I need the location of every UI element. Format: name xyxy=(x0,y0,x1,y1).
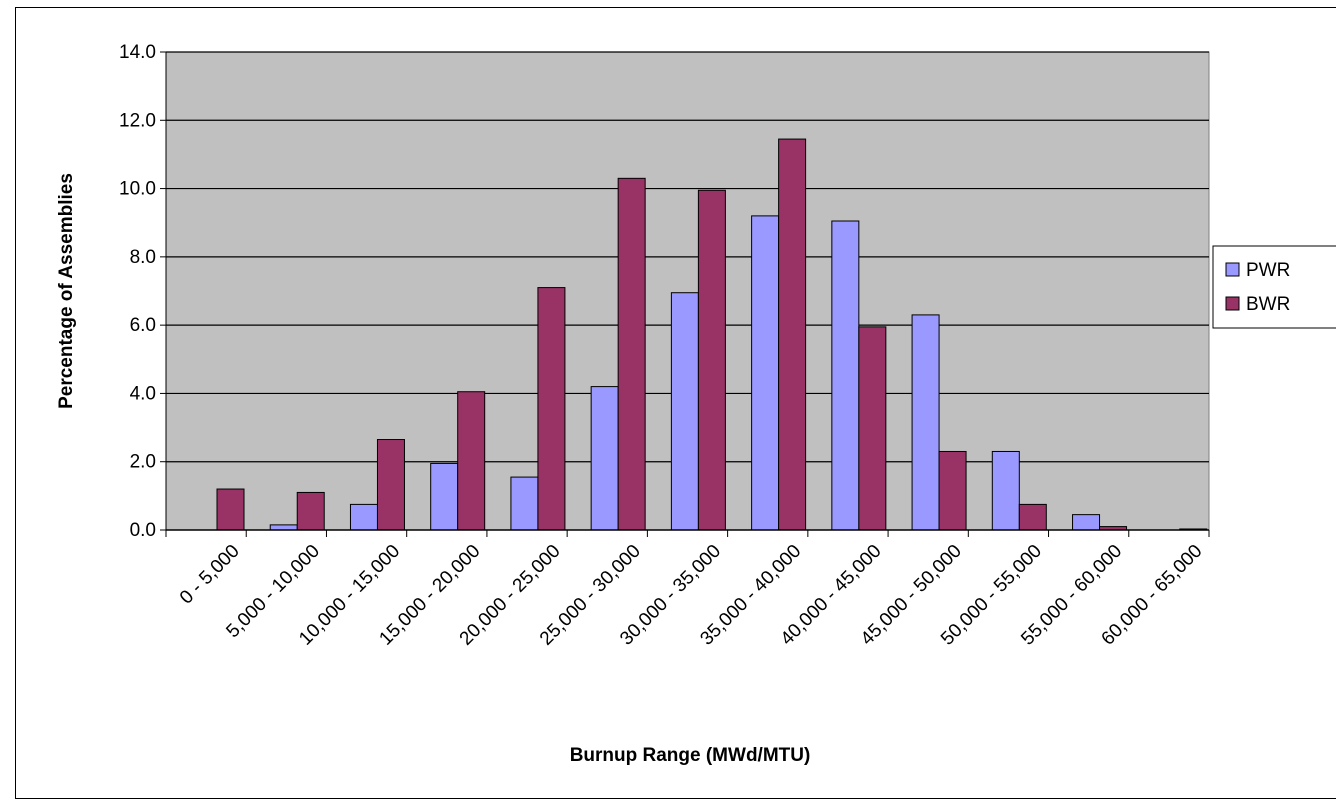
bar-pwr-8 xyxy=(831,220,860,531)
bar-bwr-3 xyxy=(457,391,486,531)
legend-box xyxy=(1212,245,1336,329)
bars xyxy=(216,138,1208,531)
x-axis-label: Burnup Range (MWd/MTU) xyxy=(570,745,811,766)
bar-bwr-9 xyxy=(938,450,967,531)
bar-pwr-10 xyxy=(991,450,1020,531)
legend-label-pwr: PWR xyxy=(1246,260,1290,281)
bar-pwr-1 xyxy=(269,524,298,531)
y-tick-label: 6.0 xyxy=(130,315,156,336)
bar-bwr-6 xyxy=(697,189,726,531)
y-tick-label: 4.0 xyxy=(130,383,156,404)
y-tick-label: 12.0 xyxy=(119,110,156,131)
bar-bwr-10 xyxy=(1018,503,1047,531)
bar-chart: 0.0 2.0 4.0 6.0 8.0 10.0 12.0 14.0 0 - 5,0005,0… xyxy=(56,42,1336,766)
legend-label-bwr: BWR xyxy=(1246,294,1290,315)
y-tick-label: 10.0 xyxy=(119,179,156,200)
bar-pwr-11 xyxy=(1072,514,1101,531)
legend-swatch-bwr xyxy=(1225,296,1240,311)
legend: PWR BWR xyxy=(1212,245,1336,329)
bar-bwr-8 xyxy=(858,326,887,531)
y-tick-label: 8.0 xyxy=(130,247,156,268)
chart-frame: 0.0 2.0 4.0 6.0 8.0 10.0 12.0 14.0 0 - 5,000 5,0… xyxy=(15,7,1336,799)
grid-lines xyxy=(166,51,1209,463)
bar-bwr-2 xyxy=(376,439,405,531)
bar-pwr-2 xyxy=(349,503,378,531)
bar-bwr-4 xyxy=(537,287,566,531)
x-tick-label: 0 - 5,000 xyxy=(176,541,244,609)
legend-swatch-pwr xyxy=(1225,262,1240,277)
bar-pwr-9 xyxy=(911,314,940,531)
y-tick-labels: 0.0 2.0 4.0 6.0 8.0 10.0 12.0 14.0 xyxy=(119,42,156,541)
y-axis-label: Percentage of Assemblies xyxy=(56,173,77,409)
y-tick-label: 14.0 xyxy=(119,42,156,63)
bar-pwr-3 xyxy=(430,462,459,531)
bar-bwr-5 xyxy=(617,177,646,531)
y-tick-label: 2.0 xyxy=(130,452,156,473)
bar-pwr-5 xyxy=(590,386,619,531)
y-tick-label: 0.0 xyxy=(130,520,156,541)
bar-pwr-6 xyxy=(670,292,699,531)
bar-bwr-0 xyxy=(216,488,245,531)
axes xyxy=(160,51,1210,537)
bar-bwr-7 xyxy=(778,138,807,531)
bar-pwr-4 xyxy=(510,476,539,531)
bar-pwr-7 xyxy=(751,215,780,531)
bar-bwr-1 xyxy=(296,491,325,531)
